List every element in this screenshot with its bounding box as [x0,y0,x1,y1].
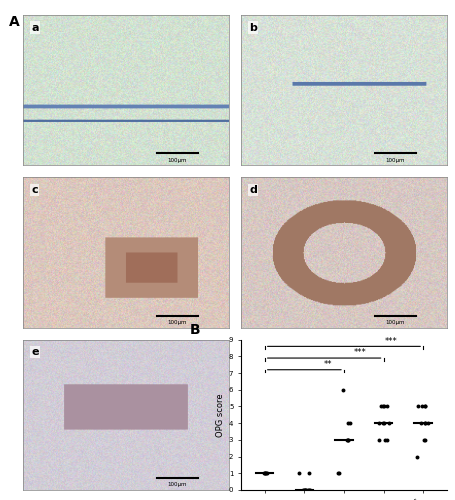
Point [384,419,392,427]
Y-axis label: OPG score: OPG score [215,393,224,436]
Point [302,486,309,494]
Point [424,419,431,427]
Point [379,402,386,410]
Text: c: c [31,185,38,195]
Text: ***: *** [353,348,365,357]
Text: d: d [249,185,257,195]
Text: a: a [31,22,39,32]
Point [375,419,382,427]
Point [301,486,308,494]
Point [343,419,350,427]
Point [376,402,384,410]
Point [420,436,427,444]
Point [305,470,313,478]
Point [380,402,387,410]
Text: 100μm: 100μm [167,158,187,163]
Text: ***: *** [384,336,397,345]
Point [305,486,312,494]
Point [420,436,427,444]
Point [303,486,311,494]
Point [421,402,428,410]
Point [335,470,342,478]
Point [339,386,346,394]
Text: 100μm: 100μm [167,482,187,488]
Point [334,470,341,478]
Point [344,436,351,444]
Point [263,470,270,478]
Point [420,402,428,410]
Point [413,402,420,410]
Point [421,419,428,427]
Point [382,402,389,410]
Point [378,419,385,427]
Text: 100μm: 100μm [385,158,404,163]
Point [413,452,420,460]
Point [306,486,313,494]
Text: b: b [249,22,257,32]
Text: 100μm: 100μm [385,320,404,325]
Text: A: A [9,15,20,29]
Point [260,470,267,478]
Point [298,486,306,494]
Text: B: B [189,322,200,336]
Point [261,470,268,478]
Point [261,470,268,478]
Point [418,402,425,410]
Point [345,419,353,427]
Point [379,419,387,427]
Point [382,436,389,444]
Point [262,470,269,478]
Point [374,436,382,444]
Point [420,419,427,427]
Text: **: ** [323,360,332,369]
Point [417,419,424,427]
Text: e: e [31,347,39,357]
Text: 100μm: 100μm [167,320,187,325]
Point [381,436,388,444]
Point [299,486,307,494]
Point [343,436,350,444]
Point [344,436,351,444]
Point [300,486,308,494]
Point [295,470,302,478]
